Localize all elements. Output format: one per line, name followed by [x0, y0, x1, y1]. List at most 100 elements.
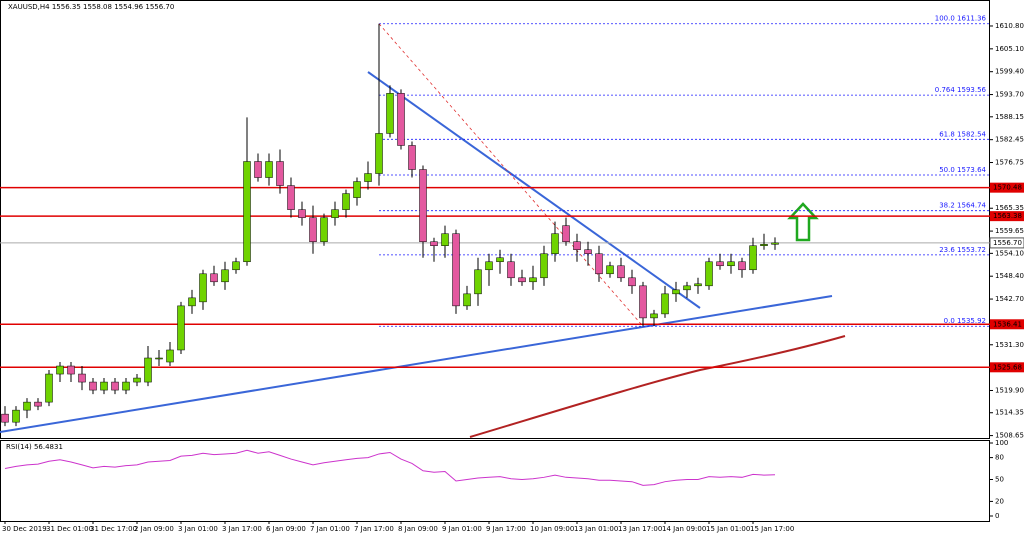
- fib-label: 50.0 1573.64: [939, 166, 986, 174]
- x-tick-label: 13 Jan 17:00: [618, 525, 662, 533]
- x-tick-label: 2 Jan 09:00: [134, 525, 174, 533]
- candle-body: [210, 273, 218, 283]
- descending-trendline: [367, 71, 701, 309]
- fib-price: 1573.64: [957, 166, 986, 174]
- candle-body: [584, 249, 592, 254]
- level-box: [990, 319, 1024, 330]
- candle-body: [89, 381, 97, 391]
- candle-body: [518, 277, 526, 283]
- x-tick-label: 7 Jan 17:00: [354, 525, 394, 533]
- candle-body: [529, 277, 537, 283]
- candle-body: [276, 161, 284, 186]
- candle-body: [551, 233, 559, 254]
- y-tick-label: 1610.80: [995, 22, 1024, 30]
- candle-body: [452, 233, 460, 307]
- fib-price: 1564.74: [957, 202, 986, 210]
- y-tick-label: 1519.90: [995, 386, 1024, 394]
- y-tick-label: 1554.10: [995, 249, 1024, 257]
- fib-name: 50.0: [939, 166, 955, 174]
- ohlc-values: 1556.35 1558.08 1554.96 1556.70: [52, 3, 174, 11]
- candle-body: [1, 413, 9, 423]
- fib-label: 38.2 1564.74: [939, 202, 986, 210]
- candle-body: [683, 285, 691, 291]
- candle-body: [232, 261, 240, 271]
- rsi-line: [4, 449, 776, 486]
- candle-body: [254, 161, 262, 178]
- rsi-tick-label: 80: [995, 454, 1004, 462]
- symbol: XAUUSD,H4: [8, 3, 50, 11]
- candle-body: [375, 133, 383, 174]
- rsi-title: RSI(14) 56.4831: [6, 443, 63, 451]
- y-tick-label: 1559.65: [995, 227, 1024, 235]
- candle-body: [353, 181, 361, 198]
- candle-body: [67, 365, 75, 375]
- candle-body: [496, 257, 504, 263]
- fib-label: 23.6 1553.72: [939, 246, 986, 254]
- fib-name: 0.0: [944, 317, 955, 325]
- candle-body: [727, 261, 735, 267]
- moving-average: [469, 335, 846, 438]
- y-tick-label: 1514.35: [995, 409, 1024, 417]
- level-label: 1563.38: [993, 212, 1022, 220]
- candle-body: [419, 169, 427, 242]
- x-tick-label: 13 Jan 01:00: [574, 525, 618, 533]
- rsi-tick-label: 0: [995, 512, 999, 520]
- candle-body: [573, 241, 581, 250]
- fib-name: 100.0: [935, 15, 955, 23]
- x-tick-label: 3 Jan 01:00: [178, 525, 218, 533]
- candle-body: [56, 365, 64, 375]
- x-tick-label: 30 Dec 2019: [2, 525, 47, 533]
- fib-price: 1593.56: [957, 86, 986, 94]
- x-tick-label: 31 Dec 01:00: [46, 525, 93, 533]
- candle-body: [540, 253, 548, 279]
- candle-body: [738, 261, 746, 271]
- candle-body: [78, 373, 86, 383]
- rsi-tick-label: 50: [995, 476, 1004, 484]
- x-tick-label: 10 Jan 09:00: [530, 525, 574, 533]
- candle-body: [45, 373, 53, 403]
- y-tick-label: 1508.65: [995, 432, 1024, 440]
- candle-body: [628, 277, 636, 287]
- candle-body: [716, 261, 724, 267]
- candle-body: [397, 93, 405, 146]
- level-label: 1536.41: [993, 320, 1022, 328]
- x-tick-label: 14 Jan 09:00: [662, 525, 706, 533]
- candle-body: [694, 283, 702, 287]
- candle-body: [111, 381, 119, 391]
- candle-body: [144, 357, 152, 383]
- candle-body: [188, 297, 196, 307]
- candle-body: [155, 357, 163, 360]
- y-tick-label: 1593.70: [995, 91, 1024, 99]
- candle-body: [243, 161, 251, 263]
- candle-body: [485, 261, 493, 271]
- candle-body: [23, 401, 31, 411]
- candle-body: [474, 269, 482, 295]
- candle-body: [265, 161, 273, 178]
- chart-title: XAUUSD,H4 1556.35 1558.08 1554.96 1556.7…: [8, 3, 174, 11]
- candle-body: [408, 145, 416, 170]
- candle-body: [221, 269, 229, 283]
- y-tick-label: 1588.15: [995, 113, 1024, 121]
- candle-body: [595, 253, 603, 275]
- candle-body: [199, 273, 207, 303]
- candle-body: [331, 209, 339, 218]
- candle-body: [617, 265, 625, 279]
- y-tick-label: 1582.45: [995, 136, 1024, 144]
- x-tick-label: 9 Jan 17:00: [486, 525, 526, 533]
- candle-body: [507, 261, 515, 279]
- candle-body: [364, 173, 372, 182]
- candle-body: [771, 242, 779, 245]
- fib-price: 1611.36: [957, 15, 986, 23]
- candle-body: [298, 209, 306, 218]
- y-tick-label: 1576.75: [995, 159, 1024, 167]
- up-arrow: [787, 202, 819, 242]
- fib-price: 1535.92: [957, 317, 986, 325]
- candle-body: [639, 285, 647, 319]
- x-tick-label: 15 Jan 17:00: [750, 525, 794, 533]
- y-tick-label: 1605.10: [995, 45, 1024, 53]
- x-tick-label: 9 Jan 01:00: [442, 525, 482, 533]
- candle-body: [760, 244, 768, 246]
- candle-body: [342, 193, 350, 210]
- rsi-panel: [0, 440, 990, 522]
